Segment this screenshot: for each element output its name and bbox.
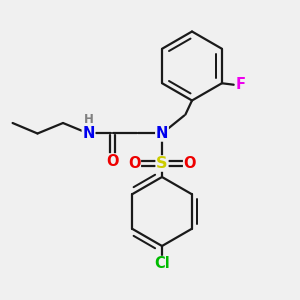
Text: Cl: Cl [154,256,170,272]
Text: H: H [84,112,93,126]
Text: O: O [106,154,119,169]
Text: F: F [236,77,245,92]
Text: S: S [156,156,168,171]
Text: O: O [128,156,140,171]
Text: N: N [156,126,168,141]
Text: N: N [82,126,95,141]
Text: O: O [184,156,196,171]
